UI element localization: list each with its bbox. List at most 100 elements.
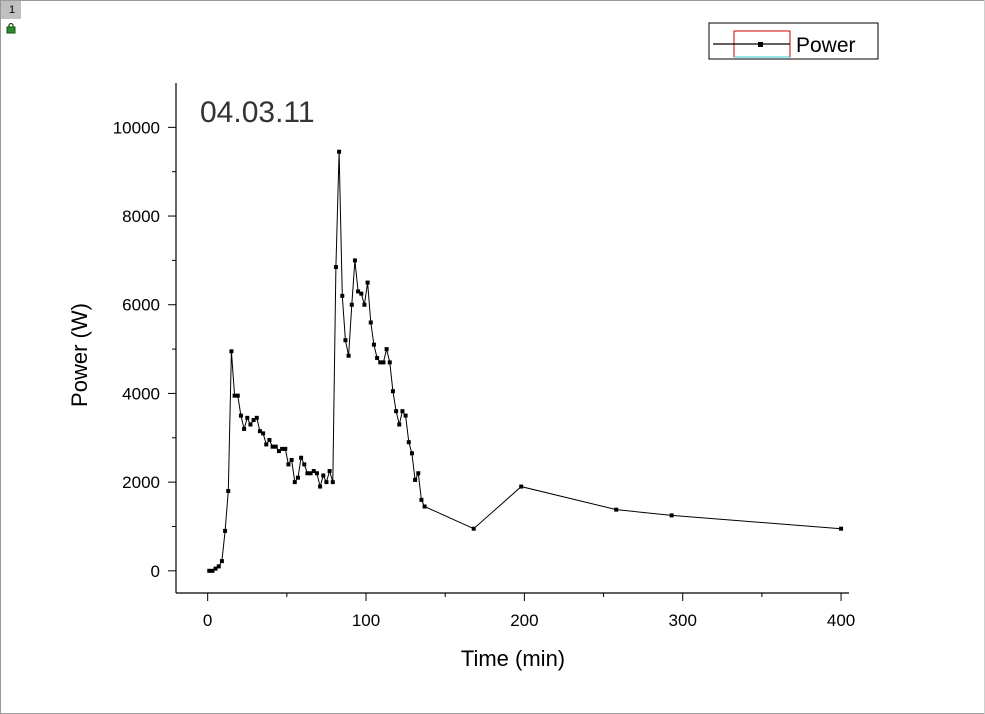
data-point <box>371 342 376 347</box>
legend[interactable]: Power <box>708 22 879 60</box>
data-point <box>390 389 395 394</box>
data-point <box>210 568 215 573</box>
data-point <box>839 526 844 531</box>
data-point <box>419 497 424 502</box>
data-point <box>352 258 357 263</box>
data-point <box>327 469 332 474</box>
legend-box <box>708 22 879 60</box>
data-point <box>289 457 294 462</box>
data-point <box>368 320 373 325</box>
x-ticks: 0 100 200 300 400 <box>203 593 855 630</box>
y-tick-label: 6000 <box>122 296 160 315</box>
data-point <box>333 265 338 270</box>
data-point <box>302 462 307 467</box>
data-point <box>280 446 285 451</box>
x-axis-title: Time (min) <box>461 646 565 671</box>
data-point <box>235 393 240 398</box>
y-tick-label: 2000 <box>122 473 160 492</box>
data-point <box>471 526 476 531</box>
series-line <box>209 151 842 572</box>
data-point <box>409 451 414 456</box>
data-point <box>378 360 383 365</box>
data-point <box>242 426 247 431</box>
y-tick-label: 4000 <box>122 384 160 403</box>
data-point <box>311 469 316 474</box>
data-point <box>324 480 329 485</box>
data-point <box>406 440 411 445</box>
data-point <box>314 471 319 476</box>
data-point <box>273 444 278 449</box>
x-tick-label: 100 <box>352 611 380 630</box>
y-tick-label: 10000 <box>113 118 160 137</box>
data-point <box>292 480 297 485</box>
data-point <box>229 349 234 354</box>
data-point <box>308 471 313 476</box>
data-point <box>403 413 408 418</box>
data-point <box>321 473 326 478</box>
data-point <box>261 431 266 436</box>
y-axis-title: Power (W) <box>67 303 92 407</box>
data-point <box>362 302 367 307</box>
data-point <box>251 418 256 423</box>
data-point <box>223 528 228 533</box>
data-point <box>400 409 405 414</box>
y-ticks: 0 2000 4000 6000 8000 10000 <box>113 118 176 581</box>
y-tick-label: 0 <box>151 562 160 581</box>
data-point <box>519 484 524 489</box>
data-point <box>219 559 224 564</box>
legend-label: Power <box>796 34 856 57</box>
data-point <box>270 444 275 449</box>
data-point <box>387 360 392 365</box>
data-point <box>384 347 389 352</box>
data-point <box>295 475 300 480</box>
data-point <box>365 280 370 285</box>
data-point <box>422 504 427 509</box>
chart-annotation: 04.03.11 <box>200 96 315 129</box>
data-point <box>359 291 364 296</box>
data-point <box>238 413 243 418</box>
data-point <box>318 484 323 489</box>
data-point <box>397 422 402 427</box>
data-point <box>305 471 310 476</box>
data-point <box>394 409 399 414</box>
data-point <box>416 471 421 476</box>
data-point <box>346 353 351 358</box>
x-tick-label: 0 <box>203 611 212 630</box>
data-point <box>257 429 262 434</box>
data-point <box>299 455 304 460</box>
data-point <box>340 293 345 298</box>
data-point <box>413 477 418 482</box>
data-point <box>245 415 250 420</box>
y-tick-label: 8000 <box>122 207 160 226</box>
legend-marker <box>758 42 763 47</box>
data-point <box>330 480 335 485</box>
series-power <box>207 149 844 573</box>
data-point <box>283 446 288 451</box>
data-point <box>286 462 291 467</box>
data-point <box>343 338 348 343</box>
data-point <box>614 507 619 512</box>
data-point <box>276 449 281 454</box>
data-point <box>254 415 259 420</box>
data-point <box>213 566 218 571</box>
data-point <box>381 360 386 365</box>
lock-icon[interactable] <box>5 22 17 34</box>
x-tick-label: 400 <box>827 611 855 630</box>
x-tick-label: 200 <box>510 611 538 630</box>
x-tick-label: 300 <box>669 611 697 630</box>
data-point <box>375 355 380 360</box>
axes <box>175 83 849 594</box>
data-point <box>248 422 253 427</box>
data-point <box>232 393 237 398</box>
data-point <box>226 489 231 493</box>
data-point <box>207 568 212 573</box>
data-point <box>267 438 272 442</box>
data-point <box>356 289 361 294</box>
data-point <box>216 564 221 569</box>
data-point <box>349 302 354 307</box>
layer-tab[interactable]: 1 <box>1 1 21 19</box>
data-point <box>264 442 269 447</box>
data-point <box>337 149 342 154</box>
